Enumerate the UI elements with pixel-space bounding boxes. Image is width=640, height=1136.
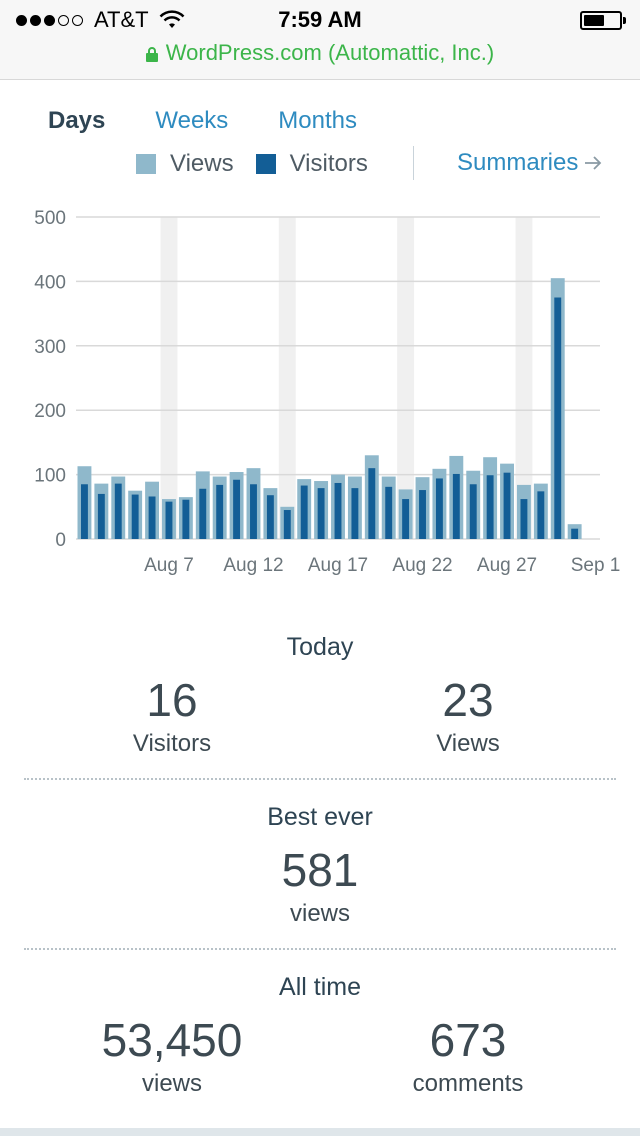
weekend-band	[515, 217, 533, 539]
lock-icon	[145, 46, 158, 62]
best-ever-value: 581	[281, 844, 359, 896]
legend-divider	[413, 146, 414, 180]
period-tabs: Days Weeks Months	[48, 107, 407, 135]
visitors-bar[interactable]	[469, 484, 477, 539]
today-title: Today	[286, 633, 354, 661]
visitors-bar[interactable]	[435, 478, 443, 539]
all-time-views-value: 53,450	[101, 1014, 243, 1066]
visitors-bar[interactable]	[402, 499, 410, 539]
today-visitors-value: 16	[146, 674, 198, 726]
visitors-bar[interactable]	[571, 528, 579, 539]
x-tick-label: Sep 1	[571, 555, 621, 576]
visitors-bar[interactable]	[300, 485, 308, 539]
wifi-icon	[159, 10, 184, 28]
visitors-bar[interactable]	[486, 475, 494, 539]
visitors-bar[interactable]	[334, 482, 342, 539]
y-tick-label: 300	[34, 337, 66, 358]
x-tick-label: Aug 22	[392, 555, 452, 576]
visitors-bar[interactable]	[283, 510, 291, 539]
visitors-bar[interactable]	[452, 473, 460, 539]
best-ever-label: views	[289, 899, 350, 927]
summaries-label: Summaries	[457, 149, 579, 176]
visitors-bar[interactable]	[554, 297, 562, 540]
x-tick-label: Aug 27	[477, 555, 537, 576]
today-visitors: 16 Visitors	[72, 675, 272, 758]
visitors-bar[interactable]	[520, 499, 528, 539]
visitors-bar[interactable]	[503, 472, 511, 539]
battery-icon	[580, 11, 626, 30]
views-swatch	[136, 154, 156, 174]
legend-views: Views	[136, 150, 234, 178]
status-bar: AT&T 7:59 AM WordPress.com (Automattic, …	[0, 0, 640, 80]
legend-visitors-label: Visitors	[289, 150, 368, 177]
legend-visitors: Visitors	[255, 150, 368, 178]
today-visitors-label: Visitors	[132, 729, 212, 757]
visitors-bar[interactable]	[114, 483, 122, 539]
visitors-bar[interactable]	[368, 468, 376, 539]
y-tick-label: 0	[55, 530, 66, 551]
visitors-swatch	[255, 154, 276, 174]
summaries-link[interactable]: Summaries	[457, 149, 602, 177]
all-time-title: All time	[279, 973, 361, 1001]
tab-weeks[interactable]: Weeks	[155, 107, 229, 134]
best-ever-title: Best ever	[267, 803, 373, 831]
today-views-value: 23	[442, 674, 494, 726]
weekend-band	[278, 217, 296, 539]
status-left: AT&T	[16, 7, 185, 33]
visitors-bar[interactable]	[266, 495, 274, 539]
visitors-bar[interactable]	[537, 491, 545, 539]
y-tick-label: 500	[34, 208, 66, 229]
divider	[24, 948, 616, 950]
all-time-comments-label: comments	[412, 1069, 524, 1097]
legend-views-label: Views	[170, 150, 234, 177]
visitors-bar[interactable]	[250, 484, 257, 539]
all-time-comments: 673 comments	[358, 1015, 578, 1098]
x-tick-label: Aug 17	[308, 555, 368, 576]
all-time-views-label: views	[141, 1069, 202, 1097]
today-views: 23 Views	[368, 675, 568, 758]
tab-months[interactable]: Months	[278, 107, 357, 134]
visitors-bar[interactable]	[385, 486, 393, 539]
all-time-comments-value: 673	[429, 1014, 507, 1066]
carrier-name: AT&T	[94, 7, 149, 32]
visitors-bar[interactable]	[81, 484, 88, 539]
today-views-label: Views	[436, 729, 500, 757]
divider	[24, 778, 616, 780]
y-tick-label: 400	[34, 272, 66, 293]
y-tick-label: 200	[34, 401, 66, 422]
visitors-bar[interactable]	[419, 490, 426, 539]
visitors-bar[interactable]	[351, 488, 359, 539]
visitors-bar[interactable]	[97, 493, 105, 539]
visitors-bar[interactable]	[233, 479, 241, 539]
chart-legend: Views Visitors	[136, 150, 390, 178]
visitors-bar[interactable]	[317, 488, 325, 539]
weekend-band	[397, 217, 415, 539]
stats-bar-chart[interactable]: 0 100 200 300 400 500 Aug 7 Aug 12 Aug 17 Aug 22 A…	[0, 200, 640, 590]
weekend-band	[160, 217, 178, 539]
clock: 7:59 AM	[278, 7, 362, 32]
url-text: WordPress.com (Automattic, Inc.)	[165, 40, 495, 65]
all-time-views: 53,450 views	[62, 1015, 282, 1098]
visitors-bar[interactable]	[165, 501, 173, 539]
visitors-bar[interactable]	[216, 484, 224, 539]
bottom-toolbar-edge	[0, 1128, 640, 1136]
y-tick-label: 100	[34, 466, 66, 487]
best-ever: 581 views	[220, 845, 420, 928]
visitors-bar[interactable]	[131, 494, 139, 539]
x-tick-label: Aug 12	[223, 555, 283, 576]
tab-days[interactable]: Days	[48, 107, 106, 134]
visitors-bar[interactable]	[148, 496, 156, 539]
visitors-bar[interactable]	[199, 488, 207, 539]
signal-icon	[16, 14, 86, 26]
address-bar[interactable]: WordPress.com (Automattic, Inc.)	[0, 40, 640, 66]
visitors-bar[interactable]	[182, 499, 190, 539]
x-tick-label: Aug 7	[144, 555, 194, 576]
arrow-right-icon	[585, 156, 602, 170]
